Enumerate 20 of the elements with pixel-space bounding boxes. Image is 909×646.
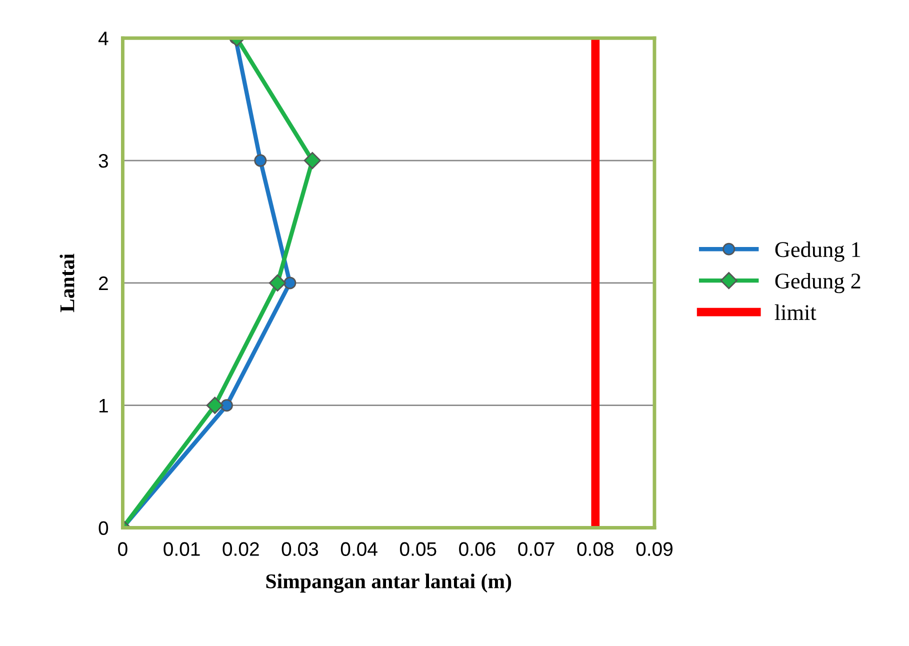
x-tick-label: 0.09 <box>636 542 672 556</box>
x-tick-label: 0.01 <box>164 542 200 556</box>
x-tick-label: 0.02 <box>222 542 259 556</box>
y-tick-label: 2 <box>98 276 108 290</box>
x-tick-label: 0 <box>118 542 128 556</box>
x-axis-title: Simpangan antar lantai (m) <box>266 574 512 593</box>
y-tick-label: 0 <box>98 521 108 536</box>
x-tick-label: 0.04 <box>340 542 378 556</box>
y-tick-label: 4 <box>98 32 108 46</box>
x-tick-label: 0.03 <box>282 542 318 556</box>
legend-label: Gedung 1 <box>775 241 860 262</box>
y-tick-label: 1 <box>99 399 108 412</box>
x-tick-label: 0.07 <box>518 542 554 556</box>
legend-label: limit <box>774 304 816 320</box>
y-tick-label: 3 <box>98 154 108 168</box>
y-axis-title: Lantai <box>60 254 74 312</box>
x-tick-label: 0.06 <box>459 542 496 556</box>
x-tick-label: 0.05 <box>400 542 436 556</box>
legend-label: Gedung 2 <box>775 272 860 294</box>
x-tick-label: 0.08 <box>577 542 614 556</box>
